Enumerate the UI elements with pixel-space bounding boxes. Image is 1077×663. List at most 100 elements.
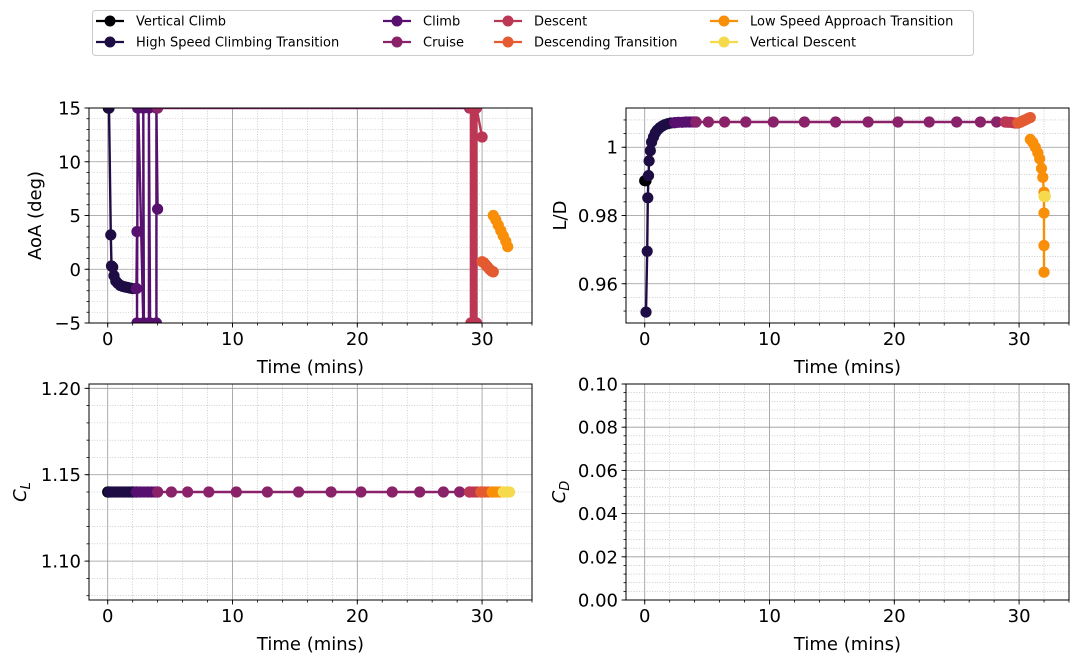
legend-label: Climb [423, 15, 460, 30]
data-point [152, 108, 164, 114]
legend-entry: High Speed Climbing Transition [96, 36, 339, 51]
y-tick-label: 1.20 [41, 379, 81, 400]
y-tick-label: 0.10 [578, 375, 618, 396]
data-point [386, 486, 398, 498]
y-axis-label: CD [549, 481, 573, 504]
data-point [974, 116, 987, 128]
legend-label: Cruise [423, 36, 464, 51]
legend: Vertical Climb High Speed Climbing Transi… [92, 10, 974, 56]
data-point [923, 116, 935, 128]
data-point [862, 116, 874, 128]
data-point [1039, 190, 1051, 202]
x-tick-label: 10 [221, 329, 244, 350]
data-point [1037, 171, 1049, 183]
y-axis-label-subscript: D [558, 481, 573, 491]
data-point [1038, 239, 1050, 252]
data-point [719, 116, 731, 128]
data-point [767, 116, 779, 128]
chart-ld: 0 10 20 30 0.96 0.98 1 Time (mins) L/D [550, 107, 1070, 378]
data-point [1034, 153, 1046, 165]
legend-label: Vertical Climb [136, 15, 226, 30]
data-point [437, 486, 449, 498]
data-point [150, 317, 162, 323]
data-point [355, 486, 367, 498]
plot-area [639, 112, 1051, 318]
data-point [642, 170, 655, 182]
legend-dot-marker [718, 36, 730, 48]
data-point [131, 226, 143, 238]
y-axis-label: L/D [550, 201, 571, 231]
legend-dot-marker [104, 15, 116, 27]
legend-label: Vertical Descent [750, 36, 856, 51]
y-tick-label: 0.00 [578, 591, 618, 612]
x-tick-label: 10 [758, 329, 781, 350]
data-point [798, 116, 811, 128]
x-tick-label: 20 [346, 606, 369, 627]
data-point [414, 486, 426, 498]
data-point [951, 116, 963, 128]
legend-entry: Descending Transition [494, 36, 678, 51]
data-point [107, 261, 119, 273]
data-point [644, 145, 656, 157]
y-tick-label: 0.96 [578, 274, 618, 295]
legend-label: Descent [534, 15, 587, 30]
data-point [103, 108, 115, 114]
x-tick-label: 10 [221, 606, 244, 627]
legend-entry: Vertical Descent [710, 36, 856, 51]
x-tick-label: 30 [471, 329, 494, 350]
y-axis-label-main: C [10, 489, 31, 502]
data-point [690, 116, 702, 128]
data-point [643, 155, 655, 167]
data-point [182, 486, 194, 498]
data-point [641, 245, 653, 257]
chart-cd: 0 10 20 30 0.00 0.02 0.04 0.06 0.08 0.10 Time (min… [549, 375, 1070, 655]
legend-label: High Speed Climbing Transition [136, 36, 339, 51]
data-point [230, 486, 242, 498]
y-axis-label: CL [10, 482, 34, 502]
legend-dot-marker [391, 15, 403, 27]
x-axis-label: Time (mins) [256, 357, 364, 378]
data-point [1038, 266, 1050, 278]
y-tick-label: 1 [607, 138, 618, 159]
data-point [640, 306, 652, 318]
y-tick-label: 0.06 [578, 461, 618, 482]
series-line [469, 108, 484, 323]
x-tick-label: 0 [639, 329, 650, 350]
plot-area [102, 486, 516, 498]
data-point [470, 108, 483, 114]
legend-dot-marker [391, 36, 403, 48]
y-tick-label: 1.10 [41, 552, 81, 573]
data-point [130, 283, 142, 295]
x-tick-label: 30 [471, 606, 494, 627]
y-tick-label: 1.15 [41, 465, 81, 486]
y-axis-label: AoA (deg) [25, 171, 46, 260]
y-tick-label: 0.04 [578, 504, 618, 525]
data-point [740, 116, 752, 128]
y-tick-label: 15 [58, 99, 81, 120]
legend-dot-marker [104, 36, 116, 48]
legend-dot-marker [718, 15, 730, 27]
x-tick-label: 10 [758, 606, 781, 627]
data-point [1024, 112, 1036, 124]
chart-cl: 0 10 20 30 1.10 1.15 1.20 Time (mins) CL [10, 379, 533, 655]
data-point [502, 241, 514, 253]
data-point [1035, 162, 1048, 174]
data-point [476, 131, 488, 143]
legend-label: Low Speed Approach Transition [750, 15, 953, 30]
legend-dot-marker [502, 36, 514, 48]
legend-entry: Climb [383, 15, 460, 30]
y-tick-label: 0.98 [578, 206, 618, 227]
data-point [892, 116, 904, 128]
data-point [454, 486, 466, 498]
y-tick-label: 0.08 [578, 418, 618, 439]
data-point [203, 486, 215, 498]
data-point [830, 116, 842, 128]
y-axis-label-subscript: L [19, 482, 34, 489]
y-axis-label-main: C [549, 490, 570, 503]
plot-area [102, 108, 514, 323]
data-point [642, 192, 654, 204]
x-tick-label: 30 [1008, 329, 1031, 350]
x-axis-label: Time (mins) [793, 357, 901, 378]
y-tick-label: −5 [54, 314, 81, 335]
